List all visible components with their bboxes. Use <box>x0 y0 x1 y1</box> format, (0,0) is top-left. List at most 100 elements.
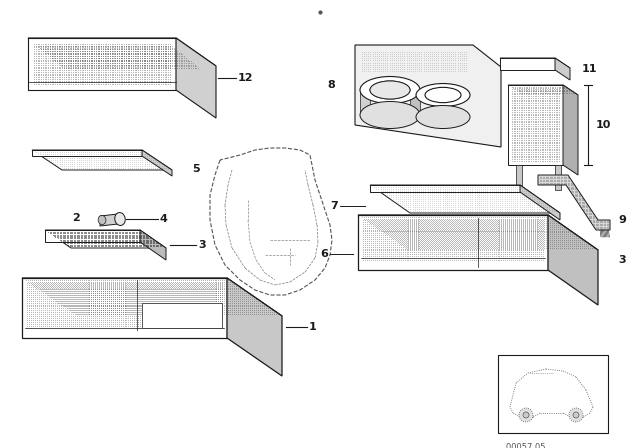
Point <box>146 303 156 310</box>
Point <box>508 245 518 252</box>
Point <box>74 156 84 164</box>
Point <box>68 63 78 70</box>
Point <box>96 292 106 299</box>
Point <box>412 228 422 235</box>
Point <box>180 282 190 289</box>
Point <box>148 242 158 250</box>
Point <box>399 256 410 263</box>
Point <box>64 44 74 51</box>
Point <box>433 233 444 241</box>
Point <box>425 254 435 262</box>
Point <box>105 44 115 51</box>
Point <box>156 58 166 65</box>
Point <box>117 293 127 300</box>
Point <box>47 52 57 60</box>
Point <box>98 43 108 50</box>
Point <box>68 44 78 51</box>
Point <box>120 295 131 302</box>
Point <box>490 256 500 263</box>
Point <box>149 56 159 63</box>
Point <box>460 239 470 246</box>
Point <box>424 227 435 234</box>
Point <box>153 241 163 248</box>
Point <box>127 324 138 332</box>
Point <box>151 66 161 73</box>
Point <box>369 221 379 228</box>
Point <box>465 251 475 258</box>
Point <box>459 52 469 60</box>
Point <box>452 231 462 238</box>
Point <box>474 190 484 197</box>
Point <box>145 47 156 55</box>
Point <box>34 66 44 73</box>
Point <box>59 152 69 159</box>
Point <box>59 51 69 58</box>
Point <box>385 59 395 66</box>
Point <box>127 297 138 304</box>
Point <box>528 96 538 103</box>
Point <box>215 305 225 312</box>
Point <box>372 219 383 226</box>
Point <box>370 63 380 70</box>
Point <box>94 239 104 246</box>
Point <box>61 303 72 310</box>
Point <box>427 220 437 228</box>
Point <box>31 282 41 289</box>
Point <box>52 63 62 70</box>
Point <box>528 87 538 95</box>
Point <box>97 240 107 247</box>
Point <box>114 58 124 65</box>
Point <box>406 231 417 238</box>
Point <box>126 282 136 289</box>
Point <box>72 240 82 247</box>
Point <box>151 49 161 56</box>
Point <box>175 291 186 298</box>
Point <box>388 48 399 56</box>
Point <box>156 54 166 61</box>
Point <box>470 256 481 263</box>
Point <box>67 282 77 289</box>
Point <box>372 216 382 224</box>
Point <box>508 206 518 213</box>
Point <box>498 231 508 238</box>
Point <box>158 305 168 312</box>
Point <box>536 145 547 152</box>
Point <box>440 195 450 202</box>
Point <box>514 86 524 93</box>
Point <box>394 226 404 233</box>
Point <box>169 289 179 297</box>
Point <box>193 310 204 318</box>
Point <box>128 242 138 250</box>
Point <box>235 299 245 306</box>
Point <box>415 220 426 228</box>
Point <box>79 280 89 287</box>
Point <box>496 229 506 236</box>
Point <box>80 46 90 53</box>
Point <box>58 297 68 304</box>
Point <box>191 63 202 70</box>
Point <box>80 235 90 242</box>
Point <box>114 56 124 63</box>
Point <box>399 215 409 223</box>
Point <box>87 65 97 72</box>
Point <box>593 223 604 230</box>
Point <box>60 301 70 308</box>
Point <box>425 220 435 228</box>
Point <box>136 75 147 82</box>
Point <box>94 43 104 50</box>
Point <box>364 253 374 260</box>
Point <box>36 311 46 318</box>
Point <box>43 80 53 87</box>
Point <box>66 230 76 237</box>
Point <box>438 59 448 66</box>
Point <box>93 61 103 68</box>
Point <box>217 305 227 312</box>
Point <box>461 199 471 207</box>
Point <box>106 276 116 284</box>
Point <box>529 115 540 122</box>
Point <box>515 183 525 190</box>
Point <box>155 295 165 302</box>
Point <box>183 287 193 294</box>
Point <box>435 59 445 66</box>
Point <box>221 306 232 314</box>
